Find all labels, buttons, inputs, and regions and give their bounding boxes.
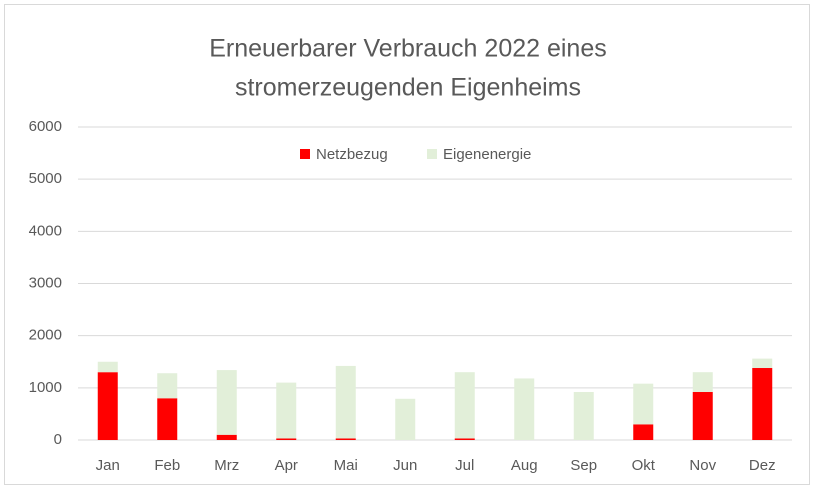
x-tick-label: Feb [154,457,180,474]
y-tick-label: 1000 [29,379,62,396]
bar-segment [514,378,535,440]
y-tick-label: 2000 [29,327,62,344]
bar-segment [97,361,118,373]
x-tick-label: Okt [632,457,656,474]
bar-segment [395,398,416,440]
x-tick-label: Jun [393,457,417,474]
x-tick-label: Jul [455,457,474,474]
bar-segment [276,438,297,440]
legend-swatch [300,149,310,159]
bar-segment [692,372,713,393]
x-tick-label: Mrz [214,457,239,474]
x-tick-label: Mai [334,457,358,474]
bar-segment [216,370,237,435]
bar-segment [633,424,654,440]
bar-segment [157,398,178,440]
x-tick-label: Aug [511,457,538,474]
chart-title: Erneuerbarer Verbrauch 2022 eines [209,35,607,63]
x-tick-label: Jan [96,457,120,474]
bar-segment [633,383,654,425]
y-tick-label: 6000 [29,118,62,135]
bar-segment [454,372,475,439]
bar-segment [335,438,356,440]
y-tick-label: 4000 [29,222,62,239]
x-tick-label: Sep [570,457,597,474]
bar-segment [276,382,297,439]
bar-segment [454,438,475,440]
chart-title: stromerzeugenden Eigenheims [235,74,581,102]
legend-label: Netzbezug [316,146,388,163]
legend-swatch [427,149,437,159]
x-tick-label: Nov [689,457,716,474]
x-tick-label: Dez [749,457,776,474]
y-tick-label: 5000 [29,170,62,187]
bar-segment [752,358,773,369]
bar-segment [335,365,356,439]
bar-segment [573,392,594,440]
bar-segment [216,434,237,440]
y-tick-label: 3000 [29,274,62,291]
y-tick-label: 0 [54,431,62,448]
bar-segment [97,372,118,440]
bar-segment [692,392,713,440]
legend-label: Eigenenergie [443,146,531,163]
x-tick-label: Apr [275,457,298,474]
bar-segment [157,373,178,399]
bar-segment [752,368,773,440]
